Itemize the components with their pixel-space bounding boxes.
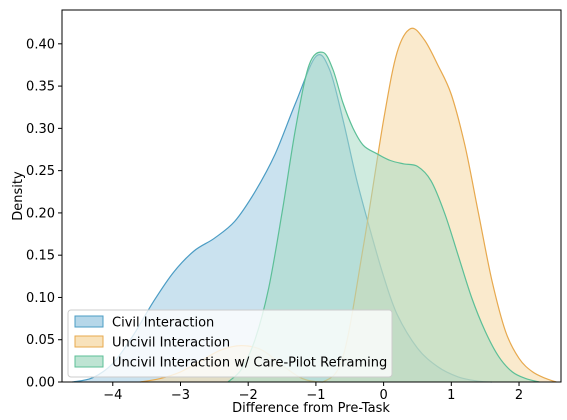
density-line-series-3	[227, 51, 540, 383]
legend-frame	[67, 309, 393, 378]
y-tick-label: 0.20	[26, 206, 55, 221]
y-tick-label: 0.30	[26, 122, 55, 137]
density-areas	[72, 27, 557, 383]
y-tick-label: 0.25	[26, 164, 55, 179]
x-tick-label: −3	[171, 388, 190, 403]
x-tick-label: 2	[515, 388, 523, 403]
y-tick-label: 0.10	[26, 291, 55, 306]
legend-label-series-3: Uncivil Interaction w/ Care-Pilot Refram…	[112, 356, 387, 371]
y-tick-label: 0.40	[26, 37, 55, 52]
plot-frame	[61, 9, 562, 383]
legend-label-series-1: Civil Interaction	[112, 316, 214, 331]
legend-swatch-series-1	[74, 315, 104, 328]
x-tick-label: −2	[239, 388, 258, 403]
x-tick-label: 1	[447, 388, 455, 403]
x-tick-label: 0	[379, 388, 387, 403]
y-tick-label: 0.00	[26, 376, 55, 391]
y-tick-label: 0.15	[26, 249, 55, 264]
x-tick-label: −1	[306, 388, 325, 403]
y-tick-label: 0.05	[26, 333, 55, 348]
y-tick-label: 0.35	[26, 80, 55, 95]
y-axis-label: Density	[11, 171, 26, 221]
y-axis: 0.00 0.05 0.10 0.15 0.20 0.25 0.30 0.35 0.40	[26, 37, 62, 391]
legend-swatch-series-2	[74, 335, 104, 348]
density-fill-series-3	[227, 52, 540, 383]
x-axis-label: Difference from Pre-Task	[232, 401, 390, 416]
x-tick-label: −4	[103, 388, 122, 403]
legend-label-series-2: Uncivil Interaction	[112, 336, 230, 351]
x-axis: −4 −3 −2 −1 0 1 2	[103, 382, 523, 403]
legend: Civil Interaction Uncivil Interaction Unci…	[67, 309, 393, 378]
legend-swatch-series-3	[74, 355, 104, 368]
